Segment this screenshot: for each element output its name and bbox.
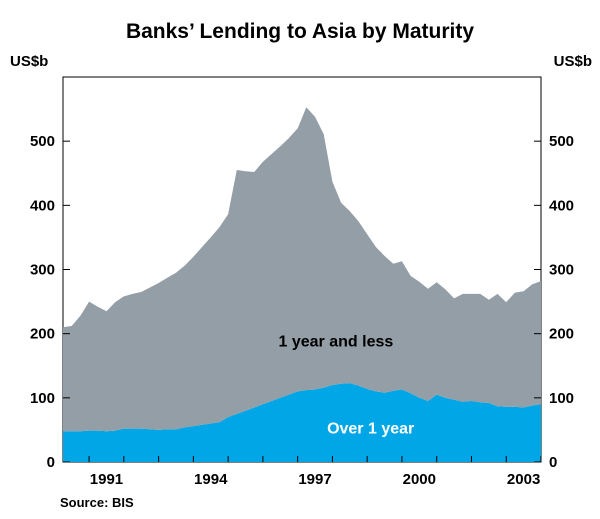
x-tick-label: 2000 xyxy=(403,471,436,488)
y-tick-label-left: 200 xyxy=(30,326,55,343)
y-tick-label-right: 400 xyxy=(549,197,574,214)
y-axis-left: 0 100 200 300 400 500 xyxy=(30,133,70,471)
y-tick-label-right: 300 xyxy=(549,262,574,279)
y-tick-label-right: 100 xyxy=(549,390,574,407)
y-tick-label-left: 100 xyxy=(30,390,55,407)
y-unit-right: US$b xyxy=(554,53,592,70)
chart-title: Banks’ Lending to Asia by Maturity xyxy=(126,20,474,43)
y-tick-label-right: 0 xyxy=(549,454,557,471)
series-label: Over 1 year xyxy=(327,421,414,438)
y-unit-left: US$b xyxy=(10,53,48,70)
series-label: 1 year and less xyxy=(279,333,394,350)
y-axis-right: 0 100 200 300 400 500 xyxy=(534,133,574,471)
y-tick-label-right: 200 xyxy=(549,326,574,343)
x-tick-label: 1997 xyxy=(298,471,331,488)
y-tick-label-left: 400 xyxy=(30,197,55,214)
x-tick-label: 1991 xyxy=(90,471,123,488)
series-labels: 1 year and less Over 1 year xyxy=(279,333,415,437)
x-tick-label: 1994 xyxy=(194,471,228,488)
x-tick-label: 2003 xyxy=(507,471,540,488)
source-note: Source: BIS xyxy=(60,495,134,510)
x-axis: 1991 1994 1997 2000 2003 xyxy=(88,456,542,488)
area-over-1-year xyxy=(63,383,541,462)
area-series xyxy=(63,107,541,462)
y-tick-label-right: 500 xyxy=(549,133,574,150)
area-one-year-and-less xyxy=(63,107,541,432)
y-tick-label-left: 0 xyxy=(47,454,55,471)
y-tick-label-left: 500 xyxy=(30,133,55,150)
y-tick-label-left: 300 xyxy=(30,262,55,279)
